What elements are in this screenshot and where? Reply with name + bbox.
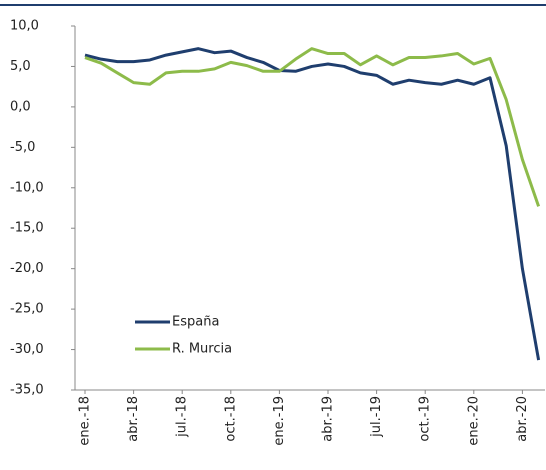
x-tick-label: ene.-20 (466, 396, 481, 446)
y-tick-label: -30,0 (10, 342, 44, 357)
x-tick-label: oct.-19 (418, 396, 433, 442)
y-tick-label: -15,0 (10, 221, 44, 236)
y-tick-label: 10,0 (10, 19, 39, 34)
x-tick-label: abr.-18 (126, 396, 141, 442)
legend-label: España (172, 315, 219, 330)
y-tick-label: -10,0 (10, 180, 44, 195)
x-tick-label: jul.-18 (175, 396, 190, 438)
x-tick-label: ene.-19 (272, 396, 287, 446)
series-line (84, 47, 541, 361)
x-tick-label: abr.-19 (321, 396, 336, 442)
x-tick-label: abr.-20 (515, 396, 530, 442)
x-tick-label: ene.-18 (78, 396, 93, 446)
series-line (84, 47, 541, 207)
y-tick-label: 5,0 (10, 59, 31, 74)
y-tick-label: -25,0 (10, 302, 44, 317)
y-tick-label: 0,0 (10, 99, 31, 114)
y-tick-label: -35,0 (10, 383, 44, 398)
x-tick-label: jul.-19 (369, 396, 384, 438)
y-tick-label: -5,0 (10, 140, 35, 155)
legend-label: R. Murcia (172, 342, 232, 357)
x-tick-label: oct.-18 (223, 396, 238, 442)
y-tick-label: -20,0 (10, 261, 44, 276)
